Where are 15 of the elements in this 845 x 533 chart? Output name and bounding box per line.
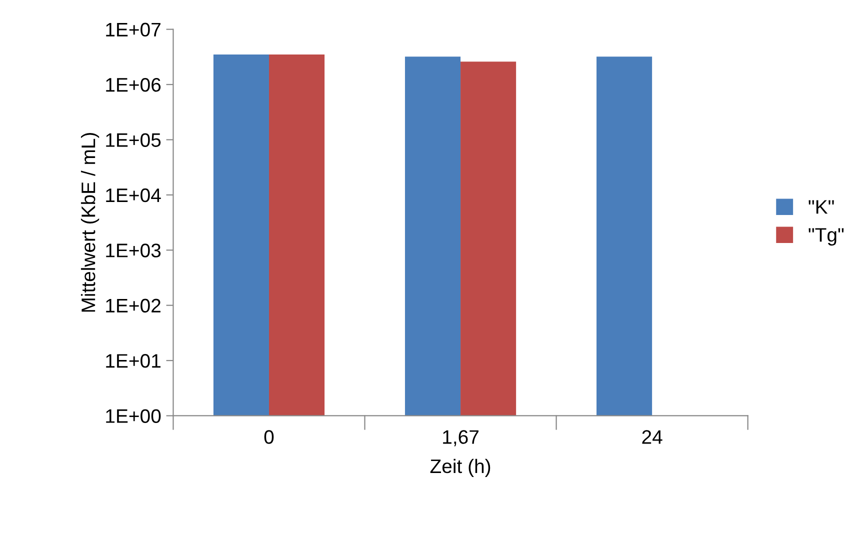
y-tick-label: 1E+06 [106,78,161,92]
legend-label: "Tg" [808,228,844,246]
y-tick-label: 1E+03 [106,244,161,258]
y-tick-label: 1E+01 [106,354,160,368]
legend-label: "K" [808,200,834,214]
y-tick-label: 1E+04 [106,188,161,202]
x-tick-label: 24 [642,430,662,444]
x-tick-label: 0 [264,430,274,444]
y-axis-title: Mittelwert (KbE / mL) [80,132,100,312]
y-tick-label: 1E+05 [106,133,161,147]
y-tick-label: 1E+07 [106,22,160,37]
x-axis-title: Zeit (h) [430,458,490,477]
x-tick-label: 1,67 [443,430,478,446]
y-tick-label: 1E+00 [106,409,161,423]
y-tick-label: 1E+02 [106,298,160,313]
